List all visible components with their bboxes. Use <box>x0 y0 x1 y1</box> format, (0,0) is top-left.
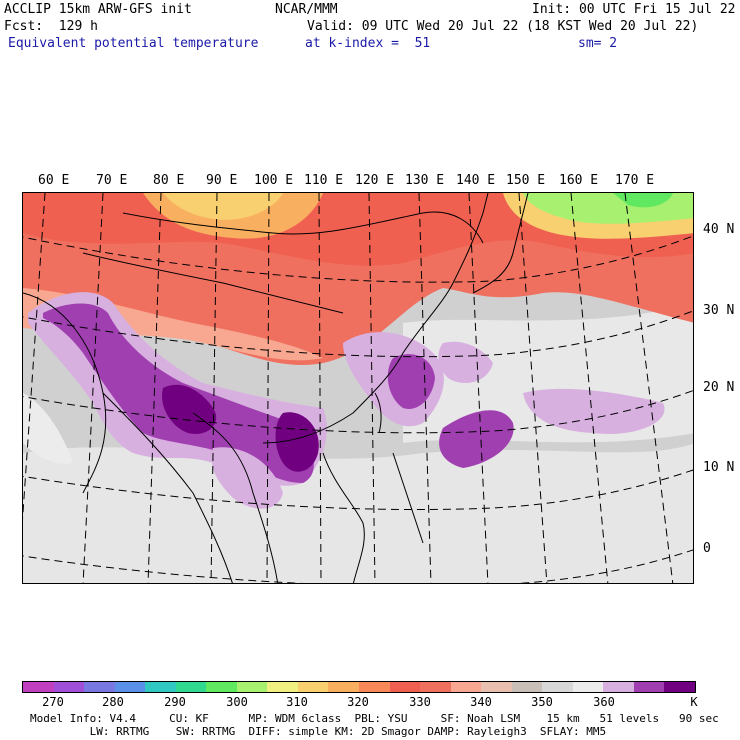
lon-label: 70 E <box>96 173 128 188</box>
colorbar-swatch <box>84 682 115 692</box>
variable-name: Equivalent potential temperature <box>8 36 259 51</box>
lat-label: 40 N <box>703 222 735 237</box>
lon-label: 80 E <box>153 173 185 188</box>
level-index: at k-index = 51 <box>305 36 431 51</box>
model-info-line2: LW: RRTMG SW: RRTMG DIFF: simple KM: 2D … <box>30 725 607 738</box>
colorbar-swatch <box>114 682 146 692</box>
colorbar-swatch <box>603 682 634 692</box>
colorbar-swatch <box>511 682 543 692</box>
colorbar-swatch <box>572 682 604 692</box>
lon-label: 130 E <box>405 173 445 188</box>
lon-label: 140 E <box>456 173 496 188</box>
colorbar-swatch <box>420 682 451 692</box>
colorbar-swatch <box>633 682 665 692</box>
lat-label: 30 N <box>703 303 735 318</box>
colorbar-swatch <box>175 682 207 692</box>
colorbar-tick: 270 <box>42 695 64 709</box>
colorbar-swatch <box>267 682 298 692</box>
colorbar-swatch <box>53 682 85 692</box>
init-time: Init: 00 UTC Fri 15 Jul 22 <box>532 2 736 17</box>
colorbar <box>22 681 696 693</box>
map-panel <box>22 192 694 584</box>
colorbar-swatch <box>481 682 512 692</box>
smoothing: sm= 2 <box>578 36 618 51</box>
colorbar-swatch <box>145 682 176 692</box>
lon-label: 100 E <box>254 173 294 188</box>
colorbar-tick: 300 <box>226 695 248 709</box>
colorbar-tick: 360 <box>593 695 615 709</box>
valid-time: Valid: 09 UTC Wed 20 Jul 22 (18 KST Wed … <box>307 19 699 34</box>
colorbar-swatch <box>23 682 54 692</box>
colorbar-swatch <box>389 682 421 692</box>
colorbar-tick: 280 <box>102 695 124 709</box>
lon-label: 150 E <box>506 173 546 188</box>
lon-label: 170 E <box>615 173 655 188</box>
colorbar-tick: 290 <box>164 695 186 709</box>
colorbar-tick: 310 <box>286 695 308 709</box>
organization: NCAR/MMM <box>275 2 338 17</box>
colorbar-swatch <box>328 682 360 692</box>
colorbar-swatch <box>359 682 390 692</box>
model-title: ACCLIP 15km ARW-GFS init <box>4 2 192 17</box>
lon-label: 60 E <box>38 173 70 188</box>
colorbar-swatch <box>206 682 237 692</box>
colorbar-swatch <box>236 682 268 692</box>
colorbar-swatch <box>542 682 573 692</box>
lon-label: 90 E <box>206 173 238 188</box>
forecast-hour: Fcst: 129 h <box>4 19 98 34</box>
lon-label: 160 E <box>559 173 599 188</box>
equivalent-potential-temperature-map <box>23 193 693 583</box>
colorbar-swatch <box>664 682 696 692</box>
colorbar-unit: K <box>690 695 698 709</box>
lat-label: 0 <box>703 541 711 556</box>
lon-label: 120 E <box>355 173 395 188</box>
lat-label: 10 N <box>703 460 735 475</box>
colorbar-swatch <box>450 682 482 692</box>
colorbar-tick: 330 <box>409 695 431 709</box>
colorbar-swatch <box>297 682 329 692</box>
colorbar-tick: 350 <box>531 695 553 709</box>
colorbar-tick: 320 <box>347 695 369 709</box>
lat-label: 20 N <box>703 380 735 395</box>
colorbar-tick: 340 <box>470 695 492 709</box>
model-info-line1: Model Info: V4.4 CU: KF MP: WDM 6class P… <box>30 712 719 725</box>
lon-label: 110 E <box>304 173 344 188</box>
